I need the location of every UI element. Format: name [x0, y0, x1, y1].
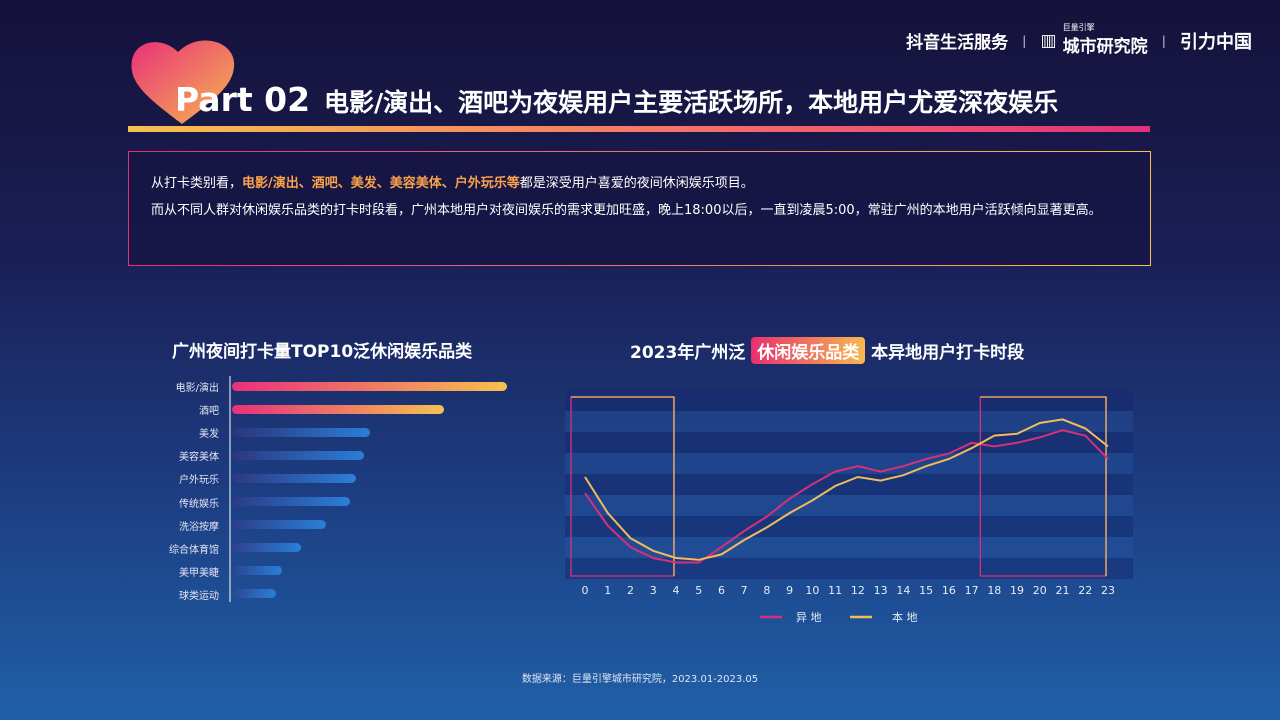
grid-band [565, 411, 1133, 432]
institute-logo: ▥ 巨量引擎 城市研究院 [1040, 23, 1148, 58]
bar-label: 户外玩乐 [179, 475, 219, 487]
bar-chart-title: 广州夜间打卡量TOP10泛休闲娱乐品类 [172, 342, 473, 362]
bar [232, 566, 282, 576]
series-line [584, 429, 1109, 564]
bar [232, 427, 370, 437]
bar-label: 美容美体 [179, 452, 219, 464]
grid-band [565, 537, 1133, 558]
x-tick-label: 9 [786, 584, 793, 597]
highlight-box-edge [571, 396, 675, 576]
x-tick-label: 13 [874, 584, 888, 597]
x-tick-label: 4 [672, 584, 679, 597]
bar-label: 球类运动 [179, 590, 219, 602]
building-icon: ▥ [1040, 30, 1057, 51]
bar [232, 497, 351, 506]
title-underline [128, 126, 1150, 132]
summary-box: 从打卡类别看，电影/演出、酒吧、美发、美容美体、户外玩乐等都是深受用户喜爱的夜间… [128, 151, 1151, 266]
line-chart-title: 2023年广州泛 休闲娱乐品类 本异地用户打卡时段 [630, 337, 1024, 364]
x-tick-label: 11 [828, 584, 842, 597]
grid-band [565, 474, 1133, 495]
x-tick-label: 7 [741, 584, 748, 597]
data-source: 数据来源：巨量引擎城市研究院，2023.01-2023.05 [521, 674, 759, 685]
legend-label: 本 地 [892, 610, 918, 624]
bar-label: 综合体育馆 [169, 544, 219, 556]
bar [232, 473, 356, 483]
x-tick-label: 19 [1010, 584, 1024, 597]
x-tick-label: 22 [1078, 584, 1092, 597]
bar [232, 450, 364, 460]
bar [232, 404, 444, 414]
bar-label: 酒吧 [199, 406, 219, 418]
highlight-box-edge [980, 396, 1107, 576]
x-tick-label: 23 [1101, 584, 1115, 597]
bar-label: 洗浴按摩 [179, 521, 219, 533]
x-tick-label: 3 [650, 584, 657, 597]
grid-band [565, 558, 1133, 579]
bar-label: 传统娱乐 [179, 498, 219, 510]
page-title: Part 02 电影/演出、酒吧为夜娱用户主要活跃场所，本地用户尤爱深夜娱乐 [175, 80, 1059, 119]
bar-label: 美发 [199, 429, 219, 441]
grid-band [565, 495, 1133, 516]
grid-band [565, 390, 1133, 411]
x-tick-label: 15 [919, 584, 933, 597]
x-tick-label: 0 [582, 584, 589, 597]
grid-band [565, 453, 1133, 474]
bar-label: 电影/演出 [175, 383, 219, 394]
bar [232, 520, 326, 530]
x-tick-label: 20 [1033, 584, 1047, 597]
x-tick-label: 21 [1056, 584, 1070, 597]
x-tick-label: 16 [942, 584, 956, 597]
series-line [584, 418, 1109, 561]
x-tick-label: 6 [718, 584, 725, 597]
x-tick-label: 18 [987, 584, 1001, 597]
bar-axis [229, 376, 231, 602]
x-tick-label: 14 [896, 584, 910, 597]
x-tick-label: 12 [851, 584, 865, 597]
heart-decoration [131, 40, 235, 124]
grid-band [565, 516, 1133, 537]
header-logos: 抖音生活服务 | ▥ 巨量引擎 城市研究院 | 引力中国 [906, 23, 1252, 58]
yinli-logo: 引力中国 [1180, 31, 1252, 53]
bar-label: 美甲美睫 [179, 567, 219, 579]
x-tick-label: 1 [604, 584, 611, 597]
x-tick-label: 8 [763, 584, 770, 597]
x-tick-label: 17 [965, 584, 979, 597]
bar [232, 589, 276, 599]
legend-label: 异 地 [796, 611, 822, 624]
x-tick-label: 5 [695, 584, 702, 597]
douyin-logo: 抖音生活服务 [906, 33, 1009, 53]
bar [232, 381, 507, 391]
x-tick-label: 10 [805, 584, 819, 597]
bar [232, 543, 301, 553]
x-tick-label: 2 [627, 584, 634, 597]
